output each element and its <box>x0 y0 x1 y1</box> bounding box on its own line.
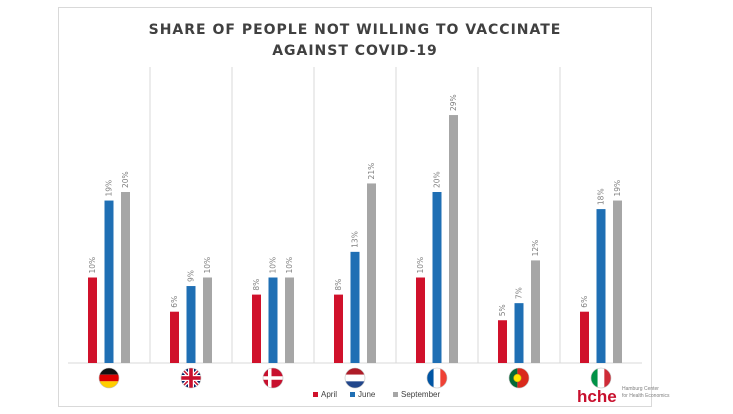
bar-june <box>186 286 196 363</box>
bar-september <box>285 277 294 363</box>
data-label: 13% <box>351 231 360 248</box>
bar-april <box>580 311 589 363</box>
bar-april <box>252 294 261 363</box>
data-label: 9% <box>187 270 196 282</box>
netherlands-flag-icon <box>344 367 366 389</box>
bar-september <box>449 115 458 363</box>
germany-flag-icon <box>98 367 120 389</box>
data-label: 8% <box>252 279 261 291</box>
uk-flag-icon <box>180 367 202 389</box>
legend-label-april: April <box>321 390 337 399</box>
italy-flag-icon <box>590 367 612 389</box>
bar-september <box>367 183 376 363</box>
bar-september <box>121 192 130 363</box>
bar-june <box>596 209 606 363</box>
data-label: 12% <box>531 240 540 257</box>
data-label: 10% <box>203 257 212 274</box>
data-label: 6% <box>580 296 589 308</box>
legend-swatch-june <box>350 392 355 397</box>
bar-june <box>514 303 524 363</box>
bar-june <box>432 192 442 363</box>
data-label: 19% <box>105 180 114 197</box>
data-label: 10% <box>269 257 278 274</box>
data-label: 20% <box>121 171 130 188</box>
bar-september <box>531 260 540 363</box>
chart-title: SHARE OF PEOPLE NOT WILLING TO VACCINATE… <box>58 20 652 62</box>
data-label: 7% <box>515 287 524 299</box>
legend-swatch-september <box>393 392 398 397</box>
chart-title-line-1: SHARE OF PEOPLE NOT WILLING TO VACCINATE <box>148 22 562 38</box>
denmark-flag-icon <box>262 367 284 389</box>
data-label: 18% <box>597 188 606 205</box>
chart-title-line-2: AGAINST COVID-19 <box>272 43 438 59</box>
logo-subtitle-1: Hamburg Center <box>622 386 659 392</box>
bar-april <box>416 277 425 363</box>
legend-label-september: September <box>401 390 440 399</box>
bar-april <box>88 277 97 363</box>
bar-june <box>268 277 278 363</box>
portugal-flag-icon <box>508 367 530 389</box>
data-label: 29% <box>449 94 458 111</box>
data-label: 5% <box>498 304 507 316</box>
bar-april <box>170 311 179 363</box>
bar-september <box>613 200 622 363</box>
france-flag-icon <box>426 367 448 389</box>
data-label: 10% <box>88 257 97 274</box>
data-label: 10% <box>285 257 294 274</box>
data-label: 20% <box>433 171 442 188</box>
legend-swatch-april <box>313 392 318 397</box>
bar-june <box>350 251 360 363</box>
data-label: 19% <box>613 180 622 197</box>
bar-june <box>104 200 114 363</box>
logo-text: hche <box>577 387 617 406</box>
data-label: 8% <box>334 279 343 291</box>
data-label: 21% <box>367 163 376 180</box>
data-label: 10% <box>416 257 425 274</box>
data-label: 6% <box>170 296 179 308</box>
legend-label-june: June <box>358 390 376 399</box>
bar-april <box>498 320 507 363</box>
bar-september <box>203 277 212 363</box>
bar-april <box>334 294 343 363</box>
logo-subtitle-2: for Health Economics <box>622 393 670 399</box>
